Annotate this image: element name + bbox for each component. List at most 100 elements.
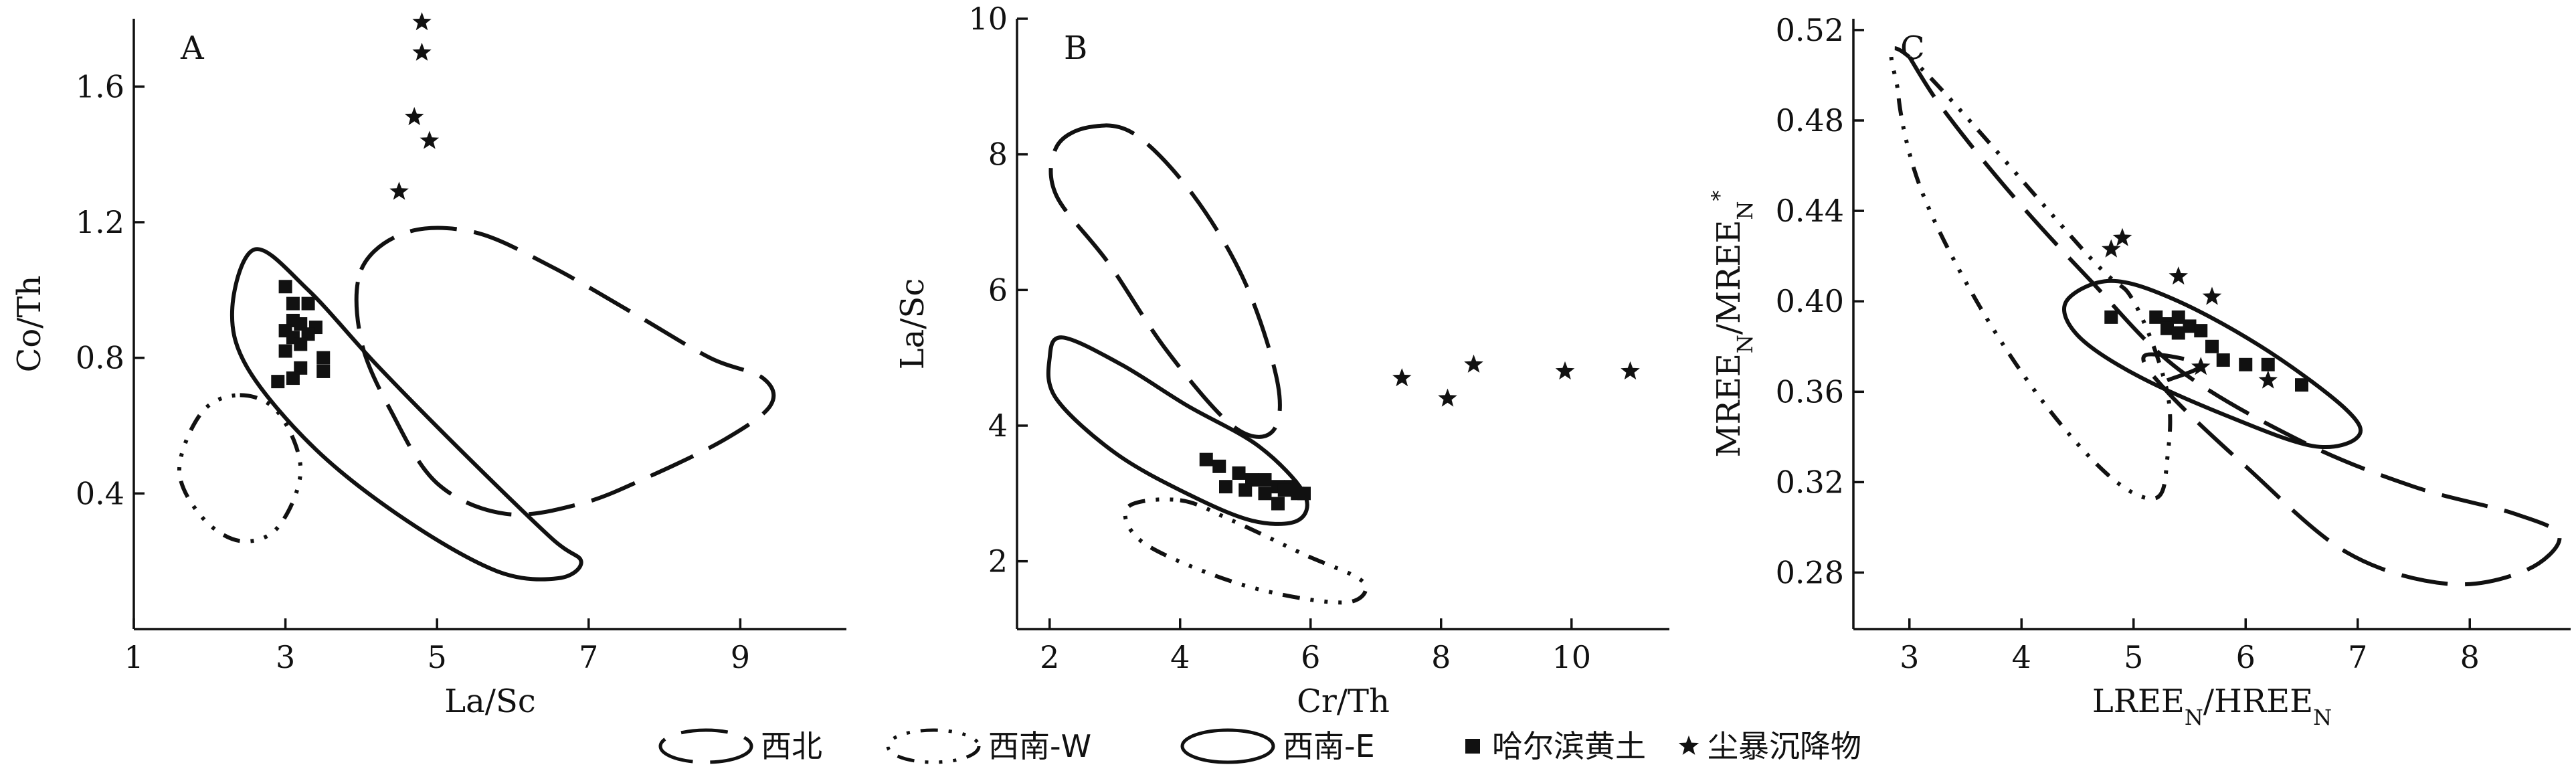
point-loess xyxy=(1232,466,1246,480)
point-dust xyxy=(1555,361,1575,380)
point-dust xyxy=(2169,266,2188,285)
x-axis-title: Cr/Th xyxy=(1297,683,1390,720)
point-loess xyxy=(1219,480,1232,494)
x-tick-label: 5 xyxy=(2124,639,2143,675)
legend-item-sww: 西南-W xyxy=(886,728,1091,764)
legend-ellipse-dash xyxy=(658,728,753,764)
region-solid xyxy=(1046,335,1309,526)
legend-item-nw: 西北 xyxy=(658,728,822,764)
x-tick-label: 1 xyxy=(124,639,143,675)
y-tick-label: 1.6 xyxy=(76,68,124,104)
y-tick-label: 1.2 xyxy=(76,204,124,240)
region-dashdot xyxy=(177,393,303,543)
point-loess xyxy=(1271,497,1285,511)
y-tick-label: 2 xyxy=(988,543,1008,580)
point-loess xyxy=(1238,483,1253,497)
x-tick-label: 6 xyxy=(2236,639,2256,675)
point-dust xyxy=(2258,370,2278,389)
y-axis-title: La/Sc xyxy=(894,278,931,369)
point-loess xyxy=(1245,473,1259,487)
panel-label: A xyxy=(180,29,205,67)
point-loess xyxy=(294,337,308,351)
x-tick-label: 3 xyxy=(276,639,295,675)
legend-item-loess: 哈尔滨黄土 xyxy=(1465,728,1646,764)
point-loess xyxy=(2295,378,2308,392)
x-tick-label: 5 xyxy=(428,639,447,675)
legend-ellipse-dashdot xyxy=(886,728,981,764)
y-tick-label: 6 xyxy=(988,272,1008,308)
point-dust xyxy=(412,12,432,31)
region-dash xyxy=(1908,56,2562,587)
x-tick-label: 10 xyxy=(1552,639,1591,675)
point-loess xyxy=(2149,310,2163,324)
region-dashdot xyxy=(1889,46,2173,501)
point-loess xyxy=(1297,487,1311,501)
x-tick-label: 7 xyxy=(579,639,598,675)
legend-label: 西南-W xyxy=(988,728,1091,764)
point-loess xyxy=(2183,319,2197,333)
x-tick-label: 8 xyxy=(1431,639,1451,675)
y-tick-label: 0.40 xyxy=(1776,283,1844,319)
point-loess xyxy=(1212,459,1226,473)
point-dust xyxy=(1464,354,1483,373)
point-loess xyxy=(316,364,331,378)
y-tick-label: 0.36 xyxy=(1776,373,1844,410)
y-tick-label: 4 xyxy=(988,408,1008,444)
point-loess xyxy=(1277,483,1291,497)
panel-b: 2 4 6 8 10 2 4 6 8 10 B Cr/Th La/Sc xyxy=(894,1,1669,720)
point-dust xyxy=(389,181,409,200)
point-dust xyxy=(404,106,424,126)
point-loess xyxy=(2104,310,2118,324)
y-tick-label: 0.44 xyxy=(1776,193,1844,229)
point-dust xyxy=(2191,357,2211,375)
y-tick-label: 0.48 xyxy=(1776,102,1844,139)
region-dashdot xyxy=(1123,497,1368,605)
x-tick-label: 6 xyxy=(1301,639,1320,675)
point-loess xyxy=(301,296,315,311)
x-tick-label: 4 xyxy=(1170,639,1190,675)
point-dust xyxy=(2202,286,2222,305)
y-tick-label: 0.32 xyxy=(1776,464,1844,500)
x-tick-label: 3 xyxy=(1900,639,1919,675)
point-loess xyxy=(2171,310,2185,324)
point-loess xyxy=(316,351,331,365)
y-tick-label: 8 xyxy=(988,137,1008,173)
panel-label: B xyxy=(1064,29,1087,67)
legend-label: 哈尔滨黄土 xyxy=(1492,728,1646,764)
y-tick-label: 0.4 xyxy=(76,475,124,511)
point-loess xyxy=(278,344,292,358)
x-tick-label: 8 xyxy=(2460,639,2480,675)
point-dust xyxy=(420,131,440,149)
point-loess xyxy=(1199,452,1213,466)
point-loess xyxy=(301,327,315,341)
point-dust xyxy=(1438,388,1457,407)
legend-star-marker xyxy=(1678,735,1699,755)
legend: 西北 西南-W 西南-E 哈尔滨黄土 尘暴沉降物 xyxy=(658,728,1861,764)
y-tick-label: 10 xyxy=(968,1,1008,37)
legend-ellipse-solid xyxy=(1180,728,1275,764)
point-loess xyxy=(1258,487,1272,501)
legend-item-swe: 西南-E xyxy=(1180,728,1375,764)
y-axis-title: MREEN/MREEN* xyxy=(1707,191,1758,458)
region-solid xyxy=(2062,278,2363,449)
panel-a: 1 3 5 7 9 0.4 0.8 1.2 1.6 A La/Sc Co/Th xyxy=(11,12,846,720)
x-axis-title: LREEN/HREEN xyxy=(2092,683,2332,730)
legend-label: 西南-E xyxy=(1283,728,1375,764)
legend-label: 西北 xyxy=(761,728,822,764)
point-loess xyxy=(2216,353,2230,367)
y-tick-label: 0.52 xyxy=(1776,12,1844,48)
point-loess xyxy=(278,280,292,294)
y-tick-label: 0.8 xyxy=(76,340,124,376)
point-loess xyxy=(271,375,285,389)
point-loess xyxy=(294,361,308,375)
point-loess xyxy=(2171,326,2185,340)
point-loess xyxy=(1258,473,1272,487)
region-dash xyxy=(1048,123,1282,439)
legend-item-dust: 尘暴沉降物 xyxy=(1678,728,1861,764)
point-loess xyxy=(294,317,308,331)
x-tick-label: 2 xyxy=(1040,639,1059,675)
point-loess xyxy=(2160,321,2174,335)
x-tick-label: 9 xyxy=(731,639,750,675)
point-dust xyxy=(2112,228,2132,246)
